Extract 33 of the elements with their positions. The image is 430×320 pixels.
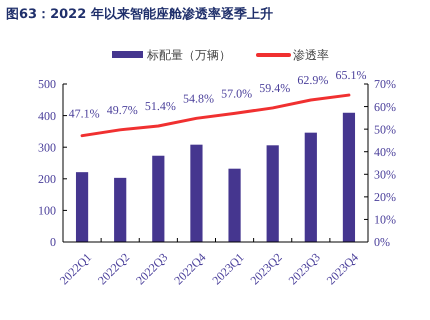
data-label: 54.8% [182, 91, 214, 106]
data-label: 57.0% [221, 86, 252, 100]
bar [152, 156, 164, 242]
y2-tick-label: 20% [374, 190, 396, 204]
y2-tick-label: 0% [374, 235, 390, 250]
bar [114, 178, 126, 242]
legend-label: 标配量（万辆） [146, 48, 231, 62]
bar [76, 172, 88, 242]
y-tick-label: 400 [38, 108, 56, 123]
data-label: 65.1% [335, 68, 366, 82]
y2-tick-label: 70% [374, 77, 396, 92]
bar [342, 112, 356, 242]
y-tick-label: 300 [38, 140, 56, 154]
bar [190, 144, 203, 242]
data-label: 51.4% [144, 98, 176, 113]
y2-tick-label: 40% [374, 144, 396, 159]
y2-tick-label: 10% [374, 212, 396, 227]
y-tick-label: 100 [38, 204, 56, 218]
legend-label: 渗透率 [293, 48, 329, 62]
y-tick-label: 200 [38, 172, 56, 186]
y2-tick-label: 50% [374, 122, 396, 136]
data-label: 62.9% [297, 73, 328, 88]
y2-tick-label: 60% [374, 100, 396, 114]
data-label: 49.7% [106, 102, 138, 117]
data-label: 59.4% [259, 80, 290, 95]
data-label: 47.1% [68, 106, 100, 121]
bar [304, 132, 317, 242]
y-tick-label: 0 [50, 235, 56, 250]
chart-title: 图63：2022 年以来智能座舱渗透率逐季上升 [6, 6, 273, 22]
bar [266, 145, 279, 242]
bar [228, 168, 241, 242]
y2-tick-label: 30% [374, 167, 396, 182]
y-tick-label: 500 [38, 77, 56, 92]
